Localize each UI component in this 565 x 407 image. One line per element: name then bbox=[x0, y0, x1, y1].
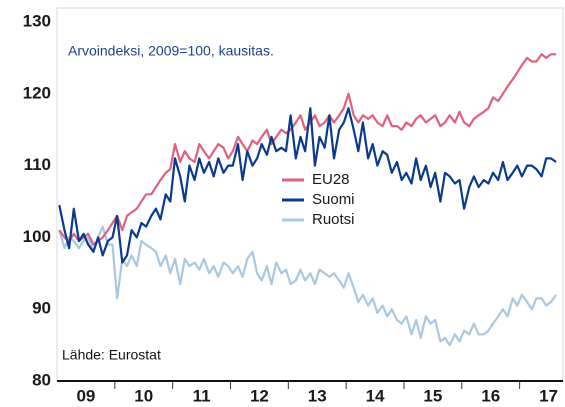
x-tick-label: 10 bbox=[134, 386, 153, 405]
series-line bbox=[58, 225, 557, 347]
y-tick-label: 90 bbox=[32, 299, 51, 318]
x-tick-label: 13 bbox=[308, 386, 327, 405]
x-tick-label: 14 bbox=[366, 386, 385, 405]
source-note: Lähde: Eurostat bbox=[62, 347, 161, 363]
x-tick-label: 12 bbox=[250, 386, 269, 405]
x-tick-label: 11 bbox=[193, 386, 211, 405]
x-tick-label: 15 bbox=[423, 386, 442, 405]
x-tick-label: 09 bbox=[76, 386, 95, 405]
legend-label: Ruotsi bbox=[312, 211, 355, 228]
y-tick-label: 100 bbox=[23, 227, 51, 246]
legend-label: Suomi bbox=[312, 191, 355, 208]
x-tick-label: 16 bbox=[481, 386, 500, 405]
subtitle: Arvoindeksi, 2009=100, kausitas. bbox=[68, 43, 274, 59]
y-tick-label: 80 bbox=[32, 370, 51, 389]
legend-label: EU28 bbox=[312, 171, 350, 188]
y-tick-label: 110 bbox=[24, 155, 51, 174]
y-tick-label: 120 bbox=[23, 83, 51, 102]
x-tick-label: 17 bbox=[539, 386, 558, 405]
series-line bbox=[58, 107, 557, 264]
y-tick-label: 130 bbox=[23, 11, 51, 30]
